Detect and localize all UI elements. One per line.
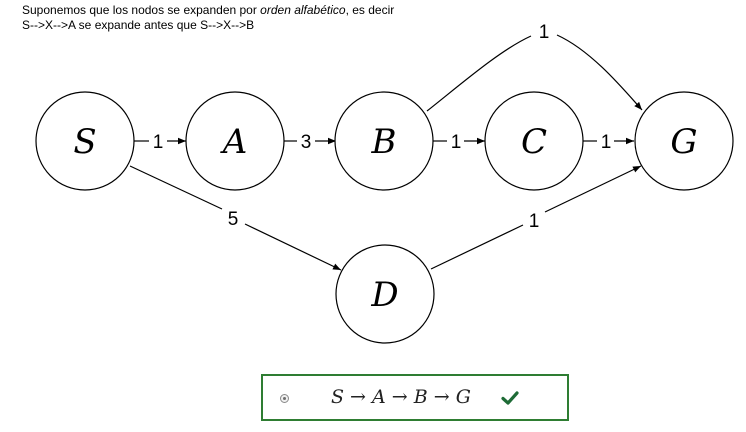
note-line-1: Suponemos que los nodos se expanden por …: [22, 3, 395, 17]
answer-text: S → A → B → G: [331, 386, 471, 408]
node-label-d: D: [370, 275, 398, 315]
edge-s-d: 5: [129, 165, 342, 271]
edge-weight-s-d: 5: [228, 209, 239, 230]
node-a: A: [185, 91, 285, 191]
edge-c-g: 1: [583, 132, 634, 153]
note-emphasis: orden alfabético: [260, 3, 346, 17]
edge-b-g: 1: [426, 22, 643, 112]
edge-weight-a-b: 3: [301, 132, 312, 153]
edge-weight-c-g: 1: [601, 132, 612, 153]
node-label-b: B: [371, 122, 397, 162]
search-graph: 1 3 1 1 1 5 1 S A B: [35, 22, 734, 344]
node-g: G: [634, 91, 734, 191]
edge-a-b: 3: [284, 132, 336, 153]
node-label-a: A: [220, 122, 248, 162]
note-line-2: S-->X-->A se expande antes que S-->X-->B: [22, 18, 255, 32]
answer-radio[interactable]: [280, 394, 289, 403]
edge-weight-s-a: 1: [153, 132, 164, 153]
edge-s-a: 1: [134, 132, 186, 153]
check-icon: [501, 391, 519, 405]
node-label-g: G: [670, 122, 697, 162]
node-b: B: [334, 91, 434, 191]
edge-b-c: 1: [433, 132, 485, 153]
problem-note: Suponemos que los nodos se expanden por …: [22, 3, 394, 33]
answer-option: S → A → B → G: [261, 374, 569, 421]
edge-d-g: 1: [430, 165, 642, 270]
node-d: D: [335, 244, 435, 344]
edge-weight-b-c: 1: [451, 132, 462, 153]
edge-weight-d-g: 1: [529, 211, 540, 232]
node-label-c: C: [521, 122, 547, 162]
node-s: S: [35, 91, 135, 191]
edge-weight-b-g: 1: [539, 22, 550, 43]
node-c: C: [484, 91, 584, 191]
node-label-s: S: [73, 122, 96, 162]
